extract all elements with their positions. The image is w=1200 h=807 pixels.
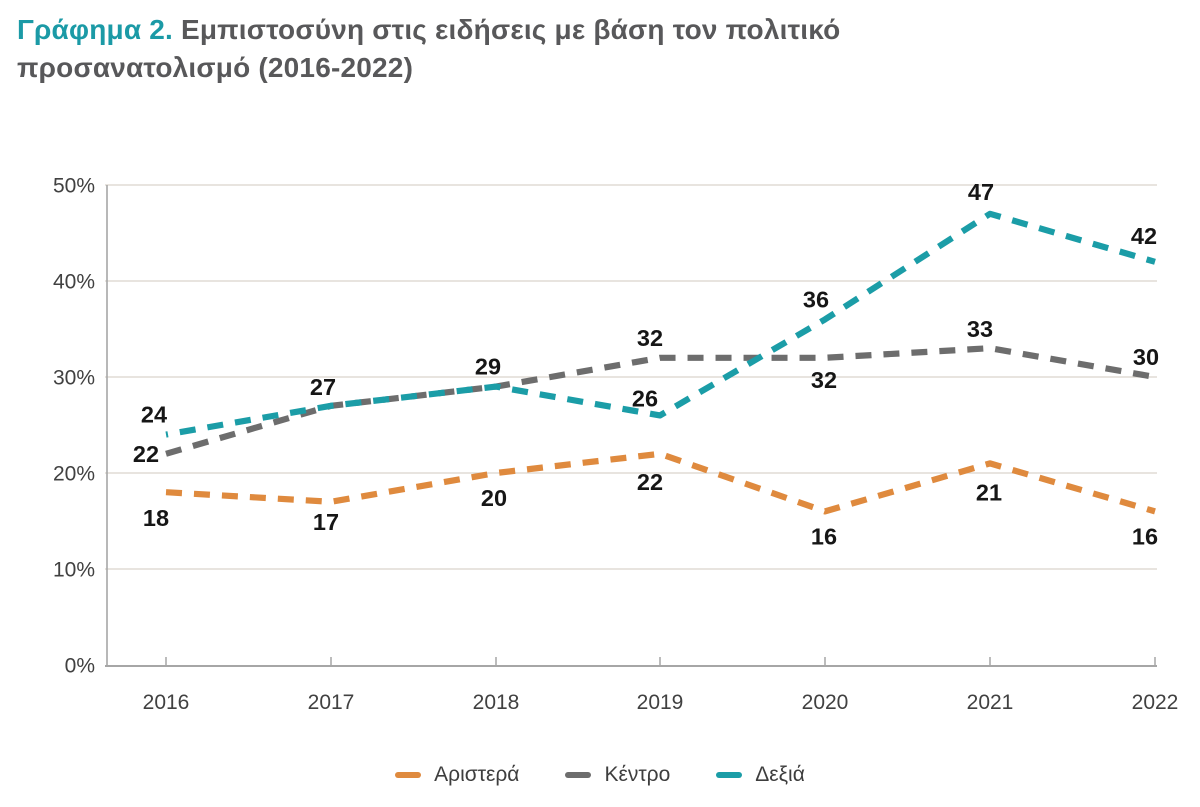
- x-axis-tick-label: 2016: [143, 691, 190, 714]
- x-axis-tick-label: 2017: [308, 691, 355, 714]
- y-axis-tick-label: 30%: [53, 367, 95, 390]
- y-axis-tick-label: 0%: [65, 655, 95, 678]
- series-center-data-label: 30: [1133, 344, 1159, 370]
- series-right-data-label: 24: [141, 402, 167, 428]
- series-left-data-label: 21: [976, 479, 1002, 505]
- series-right-data-label: 27: [310, 374, 336, 400]
- legend-item-right: Δεξιά: [716, 763, 805, 787]
- y-axis-tick-label: 20%: [53, 463, 95, 486]
- series-right-data-label: 47: [968, 179, 994, 205]
- x-axis-tick-label: 2019: [637, 691, 684, 714]
- chart-title-line1: Εμπιστοσύνη στις ειδήσεις με βάση τον πο…: [172, 14, 841, 45]
- series-left-data-label: 22: [637, 469, 663, 495]
- series-center-data-label: 32: [811, 367, 837, 393]
- chart-title-line2: προσανατολισμό (2016-2022): [17, 52, 414, 84]
- series-right-data-label: 36: [803, 286, 829, 312]
- chart-title-prefix: Γράφημα 2.: [17, 14, 173, 45]
- series-left-line: [165, 450, 1156, 515]
- series-right-data-label: 42: [1131, 223, 1157, 249]
- series-left-data-label: 16: [1132, 523, 1158, 549]
- y-axis-tick-label: 50%: [53, 175, 95, 198]
- series-right-data-label: 29: [475, 354, 501, 380]
- x-axis-tick-label: 2021: [967, 691, 1014, 714]
- legend-item-left: Αριστερά: [395, 763, 519, 787]
- series-left-data-label: 20: [481, 485, 507, 511]
- series-left-data-label: 18: [143, 505, 169, 531]
- chart-legend: Αριστερά Κέντρο Δεξιά: [0, 763, 1200, 787]
- legend-label: Δεξιά: [755, 763, 805, 786]
- series-center-line: [165, 345, 1156, 457]
- x-axis-tick-label: 2018: [473, 691, 520, 714]
- series-center-data-label: 33: [967, 316, 993, 342]
- legend-label: Αριστερά: [434, 763, 520, 786]
- x-axis-tick-label: 2022: [1132, 691, 1179, 714]
- legend-item-center: Κέντρο: [565, 763, 670, 787]
- legend-label: Κέντρο: [604, 763, 671, 786]
- legend-swatch-icon: [395, 772, 422, 778]
- y-axis-tick-label: 40%: [53, 271, 95, 294]
- series-center-data-label: 22: [133, 441, 159, 467]
- series-right-data-label: 26: [632, 385, 658, 411]
- series-left-data-label: 16: [811, 523, 837, 549]
- legend-swatch-icon: [565, 772, 592, 778]
- legend-swatch-icon: [716, 772, 743, 778]
- series-center-data-label: 32: [637, 325, 663, 351]
- y-axis-tick-label: 10%: [53, 559, 95, 582]
- series-right-line: [165, 210, 1156, 438]
- chart-title: Γράφημα 2. Εμπιστοσύνη στις ειδήσεις με …: [17, 11, 840, 87]
- series-left-data-label: 17: [313, 509, 339, 535]
- x-axis-tick-label: 2020: [802, 691, 849, 714]
